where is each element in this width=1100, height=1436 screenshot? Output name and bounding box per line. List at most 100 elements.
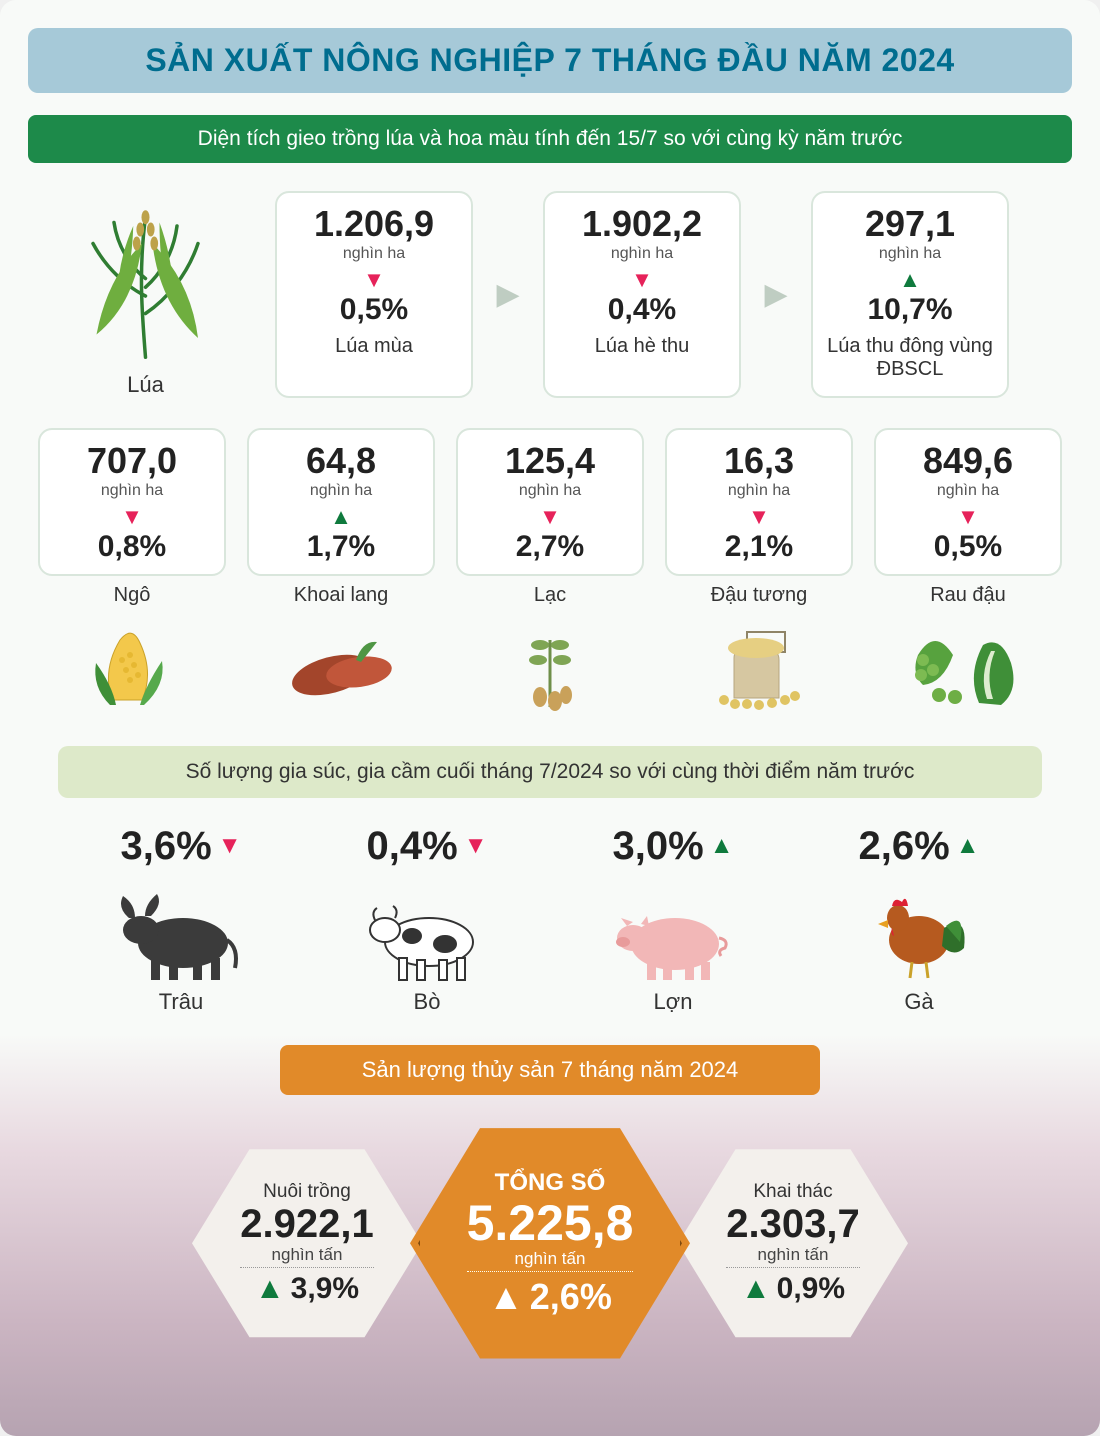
rice-column: Lúa xyxy=(38,191,253,398)
stat-value: 849,6 xyxy=(923,442,1013,480)
stat-unit: nghìn ha xyxy=(611,245,673,263)
hex-unit: nghìn tấn xyxy=(240,1245,373,1268)
chevron-separator: ▶ xyxy=(763,191,789,398)
triangle-up-icon: ▲ xyxy=(255,1272,285,1306)
crop-name: Ngô xyxy=(114,584,151,607)
crops-row: 707,0 nghìn ha ▼ 0,8% Ngô 64,8 nghìn ha … xyxy=(28,428,1072,718)
crop-ngo: 707,0 nghìn ha ▼ 0,8% Ngô xyxy=(38,428,226,718)
fishery-subtitle-banner: Sản lượng thủy sản 7 tháng năm 2024 xyxy=(280,1045,820,1095)
sweet-potato-icon xyxy=(281,613,401,718)
hex-value: 2.303,7 xyxy=(726,1203,859,1245)
livestock-subtitle: Số lượng gia súc, gia cầm cuối tháng 7/2… xyxy=(78,760,1022,784)
triangle-down-icon: ▼ xyxy=(631,269,653,291)
chevron-separator: ▶ xyxy=(495,191,521,398)
stat-unit: nghìn ha xyxy=(728,482,790,500)
fishery-row: Nuôi trồng 2.922,1 nghìn tấn ▲ 3,9% TỔNG… xyxy=(28,1121,1072,1366)
livestock-subtitle-banner: Số lượng gia súc, gia cầm cuối tháng 7/2… xyxy=(58,746,1042,798)
page-title: SẢN XUẤT NÔNG NGHIỆP 7 THÁNG ĐẦU NĂM 202… xyxy=(48,42,1052,79)
hex-pct: ▲ 0,9% xyxy=(741,1272,845,1306)
livestock-pct: 3,0% ▲ xyxy=(613,824,734,869)
pct-value: 3,0% xyxy=(613,824,704,869)
infographic-page: SẢN XUẤT NÔNG NGHIỆP 7 THÁNG ĐẦU NĂM 202… xyxy=(0,0,1100,1436)
hex-pct: ▲ 3,9% xyxy=(255,1272,359,1306)
hex-farming: Nuôi trồng 2.922,1 nghìn tấn ▲ 3,9% xyxy=(192,1143,422,1343)
chicken-icon xyxy=(864,873,974,983)
hex-farming-wrap: Nuôi trồng 2.922,1 nghìn tấn ▲ 3,9% xyxy=(192,1143,422,1343)
hex-pct: ▲ 2,6% xyxy=(488,1276,612,1318)
livestock-lon: 3,0% ▲ Lợn xyxy=(573,824,773,1015)
triangle-down-icon: ▼ xyxy=(218,832,242,860)
rice-row: Lúa 1.206,9 nghìn ha ▼ 0,5% Lúa mùa ▶ 1.… xyxy=(28,191,1072,398)
triangle-down-icon: ▼ xyxy=(363,269,385,291)
pig-icon xyxy=(603,873,743,983)
livestock-label: Lợn xyxy=(654,989,693,1015)
stat-pct: 0,4% xyxy=(608,293,676,327)
stat-pct: 0,5% xyxy=(340,293,408,327)
livestock-bo: 0,4% ▼ Bò xyxy=(327,824,527,1015)
triangle-up-icon: ▲ xyxy=(330,506,352,528)
pct-value: 3,9% xyxy=(291,1272,359,1306)
stat-unit: nghìn ha xyxy=(310,482,372,500)
crop-rau-dau: 849,6 nghìn ha ▼ 0,5% Rau đậu xyxy=(874,428,1062,718)
cow-icon xyxy=(357,873,497,983)
stat-unit: nghìn ha xyxy=(343,245,405,263)
vegetables-icon xyxy=(903,613,1033,718)
livestock-label: Gà xyxy=(904,989,933,1015)
crop-dau-tuong: 16,3 nghìn ha ▼ 2,1% Đậu tương xyxy=(665,428,853,718)
stat-lua-mua: 1.206,9 nghìn ha ▼ 0,5% Lúa mùa xyxy=(275,191,473,398)
pct-value: 2,6% xyxy=(859,824,950,869)
livestock-pct: 2,6% ▲ xyxy=(859,824,980,869)
stat-unit: nghìn ha xyxy=(879,245,941,263)
livestock-row: 3,6% ▼ Trâu 0,4% ▼ xyxy=(28,824,1072,1015)
stat-value: 297,1 xyxy=(865,205,955,243)
pct-value: 0,9% xyxy=(777,1272,845,1306)
stat-value: 1.206,9 xyxy=(314,205,434,243)
stat-pct: 0,5% xyxy=(934,530,1002,564)
crop-name: Rau đậu xyxy=(930,584,1006,607)
triangle-down-icon: ▼ xyxy=(464,832,488,860)
rice-plant-icon xyxy=(58,191,233,366)
stat-lua-thu-dong: 297,1 nghìn ha ▲ 10,7% Lúa thu đông vùng… xyxy=(811,191,1009,398)
fishery-subtitle: Sản lượng thủy sản 7 tháng năm 2024 xyxy=(310,1057,790,1083)
stat-caption: Lúa thu đông vùng ĐBSCL xyxy=(823,335,997,381)
livestock-label: Bò xyxy=(414,989,441,1015)
stat-caption: Lúa hè thu xyxy=(595,335,690,358)
corn-icon xyxy=(77,613,187,718)
triangle-down-icon: ▼ xyxy=(748,506,770,528)
triangle-up-icon: ▲ xyxy=(956,832,980,860)
peanut-plant-icon xyxy=(500,613,600,718)
soybean-icon xyxy=(699,613,819,718)
stat-value: 64,8 xyxy=(306,442,376,480)
stat-lua-he-thu: 1.902,2 nghìn ha ▼ 0,4% Lúa hè thu xyxy=(543,191,741,398)
livestock-pct: 0,4% ▼ xyxy=(367,824,488,869)
buffalo-icon xyxy=(111,873,251,983)
hex-value: 5.225,8 xyxy=(467,1197,634,1250)
livestock-ga: 2,6% ▲ Gà xyxy=(819,824,1019,1015)
stat-unit: nghìn ha xyxy=(937,482,999,500)
stat-pct: 2,7% xyxy=(516,530,584,564)
hex-label: Khai thác xyxy=(726,1181,859,1203)
hex-unit: nghìn tấn xyxy=(726,1245,859,1268)
hex-catching-wrap: Khai thác 2.303,7 nghìn tấn ▲ 0,9% xyxy=(678,1143,908,1343)
crops-subtitle: Diện tích gieo trồng lúa và hoa màu tính… xyxy=(48,127,1052,151)
livestock-label: Trâu xyxy=(159,989,203,1015)
chevron-right-icon: ▶ xyxy=(764,277,787,312)
hex-unit: nghìn tấn xyxy=(467,1249,634,1272)
stat-pct: 10,7% xyxy=(867,293,952,327)
stat-pct: 1,7% xyxy=(307,530,375,564)
crop-stat-card: 849,6 nghìn ha ▼ 0,5% xyxy=(874,428,1062,576)
livestock-trau: 3,6% ▼ Trâu xyxy=(81,824,281,1015)
crop-stat-card: 707,0 nghìn ha ▼ 0,8% xyxy=(38,428,226,576)
hex-label: TỔNG SỐ xyxy=(467,1169,634,1197)
stat-pct: 2,1% xyxy=(725,530,793,564)
crop-stat-card: 125,4 nghìn ha ▼ 2,7% xyxy=(456,428,644,576)
hex-catching: Khai thác 2.303,7 nghìn tấn ▲ 0,9% xyxy=(678,1143,908,1343)
pct-value: 3,6% xyxy=(121,824,212,869)
hex-value: 2.922,1 xyxy=(240,1203,373,1245)
triangle-down-icon: ▼ xyxy=(121,506,143,528)
stat-caption: Lúa mùa xyxy=(335,335,413,358)
title-banner: SẢN XUẤT NÔNG NGHIỆP 7 THÁNG ĐẦU NĂM 202… xyxy=(28,28,1072,93)
pct-value: 2,6% xyxy=(530,1276,612,1318)
crop-stat-card: 16,3 nghìn ha ▼ 2,1% xyxy=(665,428,853,576)
triangle-down-icon: ▼ xyxy=(957,506,979,528)
